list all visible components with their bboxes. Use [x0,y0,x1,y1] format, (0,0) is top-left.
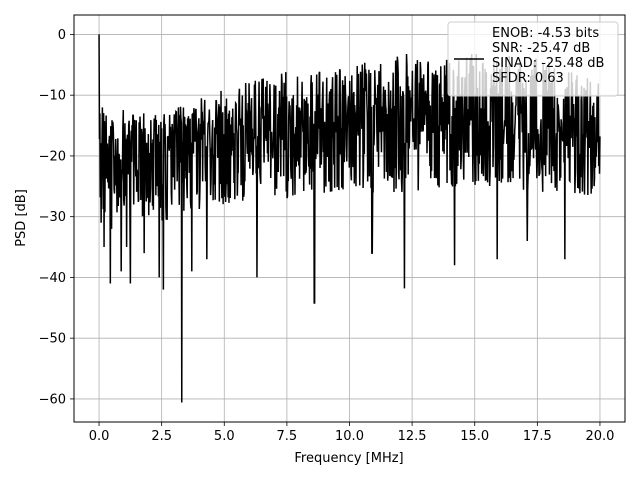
y-tick-label: −40 [39,271,66,286]
legend: ENOB: -4.53 bits SNR: -25.47 dB SINAD: -… [447,21,619,97]
x-axis: 0.0 2.5 5.0 7.5 10.0 12.5 15.0 17.5 20.0 [89,422,614,444]
y-axis: 0 −10 −20 −30 −40 −50 −60 [39,28,74,407]
y-tick-label: −30 [39,210,66,225]
x-tick-label: 2.5 [151,429,172,444]
x-tick-label: 10.0 [335,429,364,444]
x-tick-label: 5.0 [214,429,235,444]
y-axis-label: PSD [dB] [14,189,29,247]
y-tick-label: −20 [39,149,66,164]
x-tick-label: 20.0 [585,429,614,444]
legend-entry-snr: SNR: -25.47 dB [492,41,590,56]
legend-entry-sinad: SINAD: -25.48 dB [492,56,604,71]
x-tick-label: 15.0 [460,429,489,444]
y-tick-label: −10 [39,89,66,104]
x-axis-label: Frequency [MHz] [294,451,403,466]
legend-entry-sfdr: SFDR: 0.63 [492,71,564,86]
legend-box [447,21,619,97]
x-tick-label: 17.5 [523,429,552,444]
y-tick-label: −50 [39,332,66,347]
x-tick-label: 12.5 [398,429,427,444]
x-tick-label: 7.5 [277,429,298,444]
y-tick-label: −60 [39,392,66,407]
y-tick-label: 0 [58,28,66,43]
legend-entry-enob: ENOB: -4.53 bits [492,26,599,41]
x-tick-label: 0.0 [89,429,110,444]
